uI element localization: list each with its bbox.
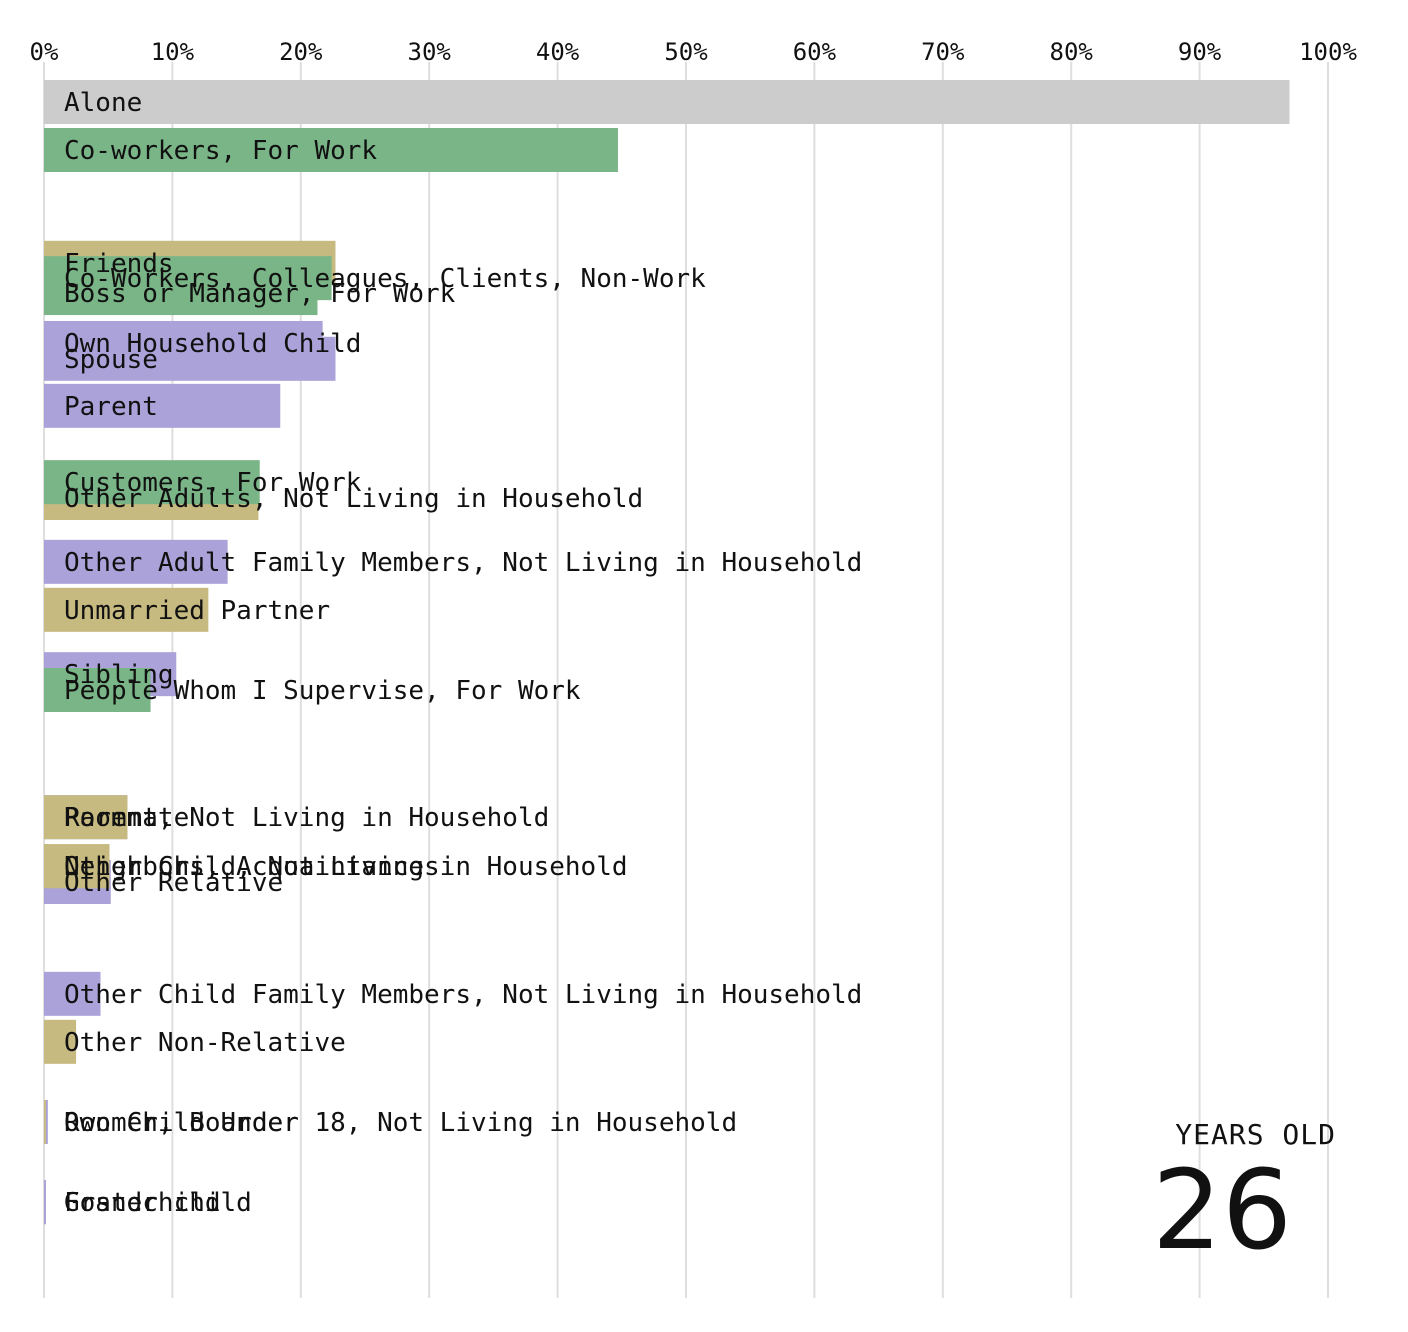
bar <box>44 320 323 365</box>
bar-label: Parent, Not Living in Household <box>64 803 549 833</box>
bar-label: Parent <box>64 392 158 422</box>
age-indicator: YEARS OLD 26 <box>1152 1118 1336 1265</box>
x-axis-tick-labels: 0% 10% 20% 30% 40% 50% 60% 70% 80% 90% 100% <box>30 38 1358 66</box>
bar-label: Unmarried Partner <box>64 596 330 626</box>
x-tick-label: 50% <box>664 38 708 66</box>
x-tick-label: 100% <box>1299 38 1357 66</box>
bar-label: Own Household Child <box>64 329 361 359</box>
bar-label: Friends <box>64 249 174 279</box>
x-tick-label: 60% <box>793 38 837 66</box>
age-caption: YEARS OLD <box>1175 1118 1336 1151</box>
bar-label: Co-workers, For Work <box>64 136 377 166</box>
bar-label: Spouse <box>64 345 158 375</box>
bar-label: Own Child Under 18, Not Living in Househ… <box>64 1108 737 1138</box>
bar <box>44 587 209 632</box>
bar-label: Roomer, Boarder <box>64 1108 299 1138</box>
bar <box>44 844 110 889</box>
x-tick-label: 20% <box>279 38 323 66</box>
bar <box>44 1180 46 1225</box>
bar-label: Other Child Family Members, Not Living i… <box>64 980 862 1010</box>
bar <box>44 971 101 1016</box>
bar-label: Roommate <box>64 803 189 833</box>
bars <box>44 80 1290 1225</box>
bar-label: Customers, For Work <box>64 468 362 498</box>
bar-label: Foster child <box>64 1188 252 1218</box>
x-tick-label: 80% <box>1050 38 1094 66</box>
bar-label: Neighbors, Acquaintances <box>64 852 440 882</box>
bar-label: Other Child, Not Living in Household <box>64 852 628 882</box>
bar <box>44 460 260 505</box>
bar-label: Sibling <box>64 660 174 690</box>
x-tick-label: 0% <box>30 38 59 66</box>
bar-label: People Whom I Supervise, For Work <box>64 676 581 706</box>
bar-label: Boss or Manager, For Work <box>64 279 456 309</box>
x-tick-label: 10% <box>151 38 195 66</box>
x-tick-label: 30% <box>408 38 452 66</box>
bar <box>44 128 618 172</box>
bar-label: Other Adult Family Members, Not Living i… <box>64 548 862 578</box>
bar-label: Other Non-Relative <box>64 1028 346 1058</box>
bar <box>44 1019 77 1064</box>
bar-label: Other Relative <box>64 868 283 898</box>
bar <box>44 271 318 316</box>
bar <box>44 668 151 712</box>
bar-label: Grandchild <box>64 1188 221 1218</box>
bar-label: Alone <box>64 88 142 118</box>
bar <box>44 80 1290 124</box>
x-tick-label: 40% <box>536 38 580 66</box>
bar <box>44 539 228 584</box>
bar-label: Other Adults, Not Living in Household <box>64 484 643 514</box>
bar-label: Co-Workers, Colleagues, Clients, Non-Wor… <box>64 264 706 294</box>
bar-labels: Alone Co-workers, For Work FriendsCo-Worke… <box>64 88 862 1218</box>
bar <box>44 795 128 840</box>
x-tick-label: 70% <box>921 38 965 66</box>
bar <box>44 383 281 428</box>
bar <box>44 1100 46 1144</box>
age-value: 26 <box>1152 1146 1292 1274</box>
x-tick-label: 90% <box>1178 38 1222 66</box>
